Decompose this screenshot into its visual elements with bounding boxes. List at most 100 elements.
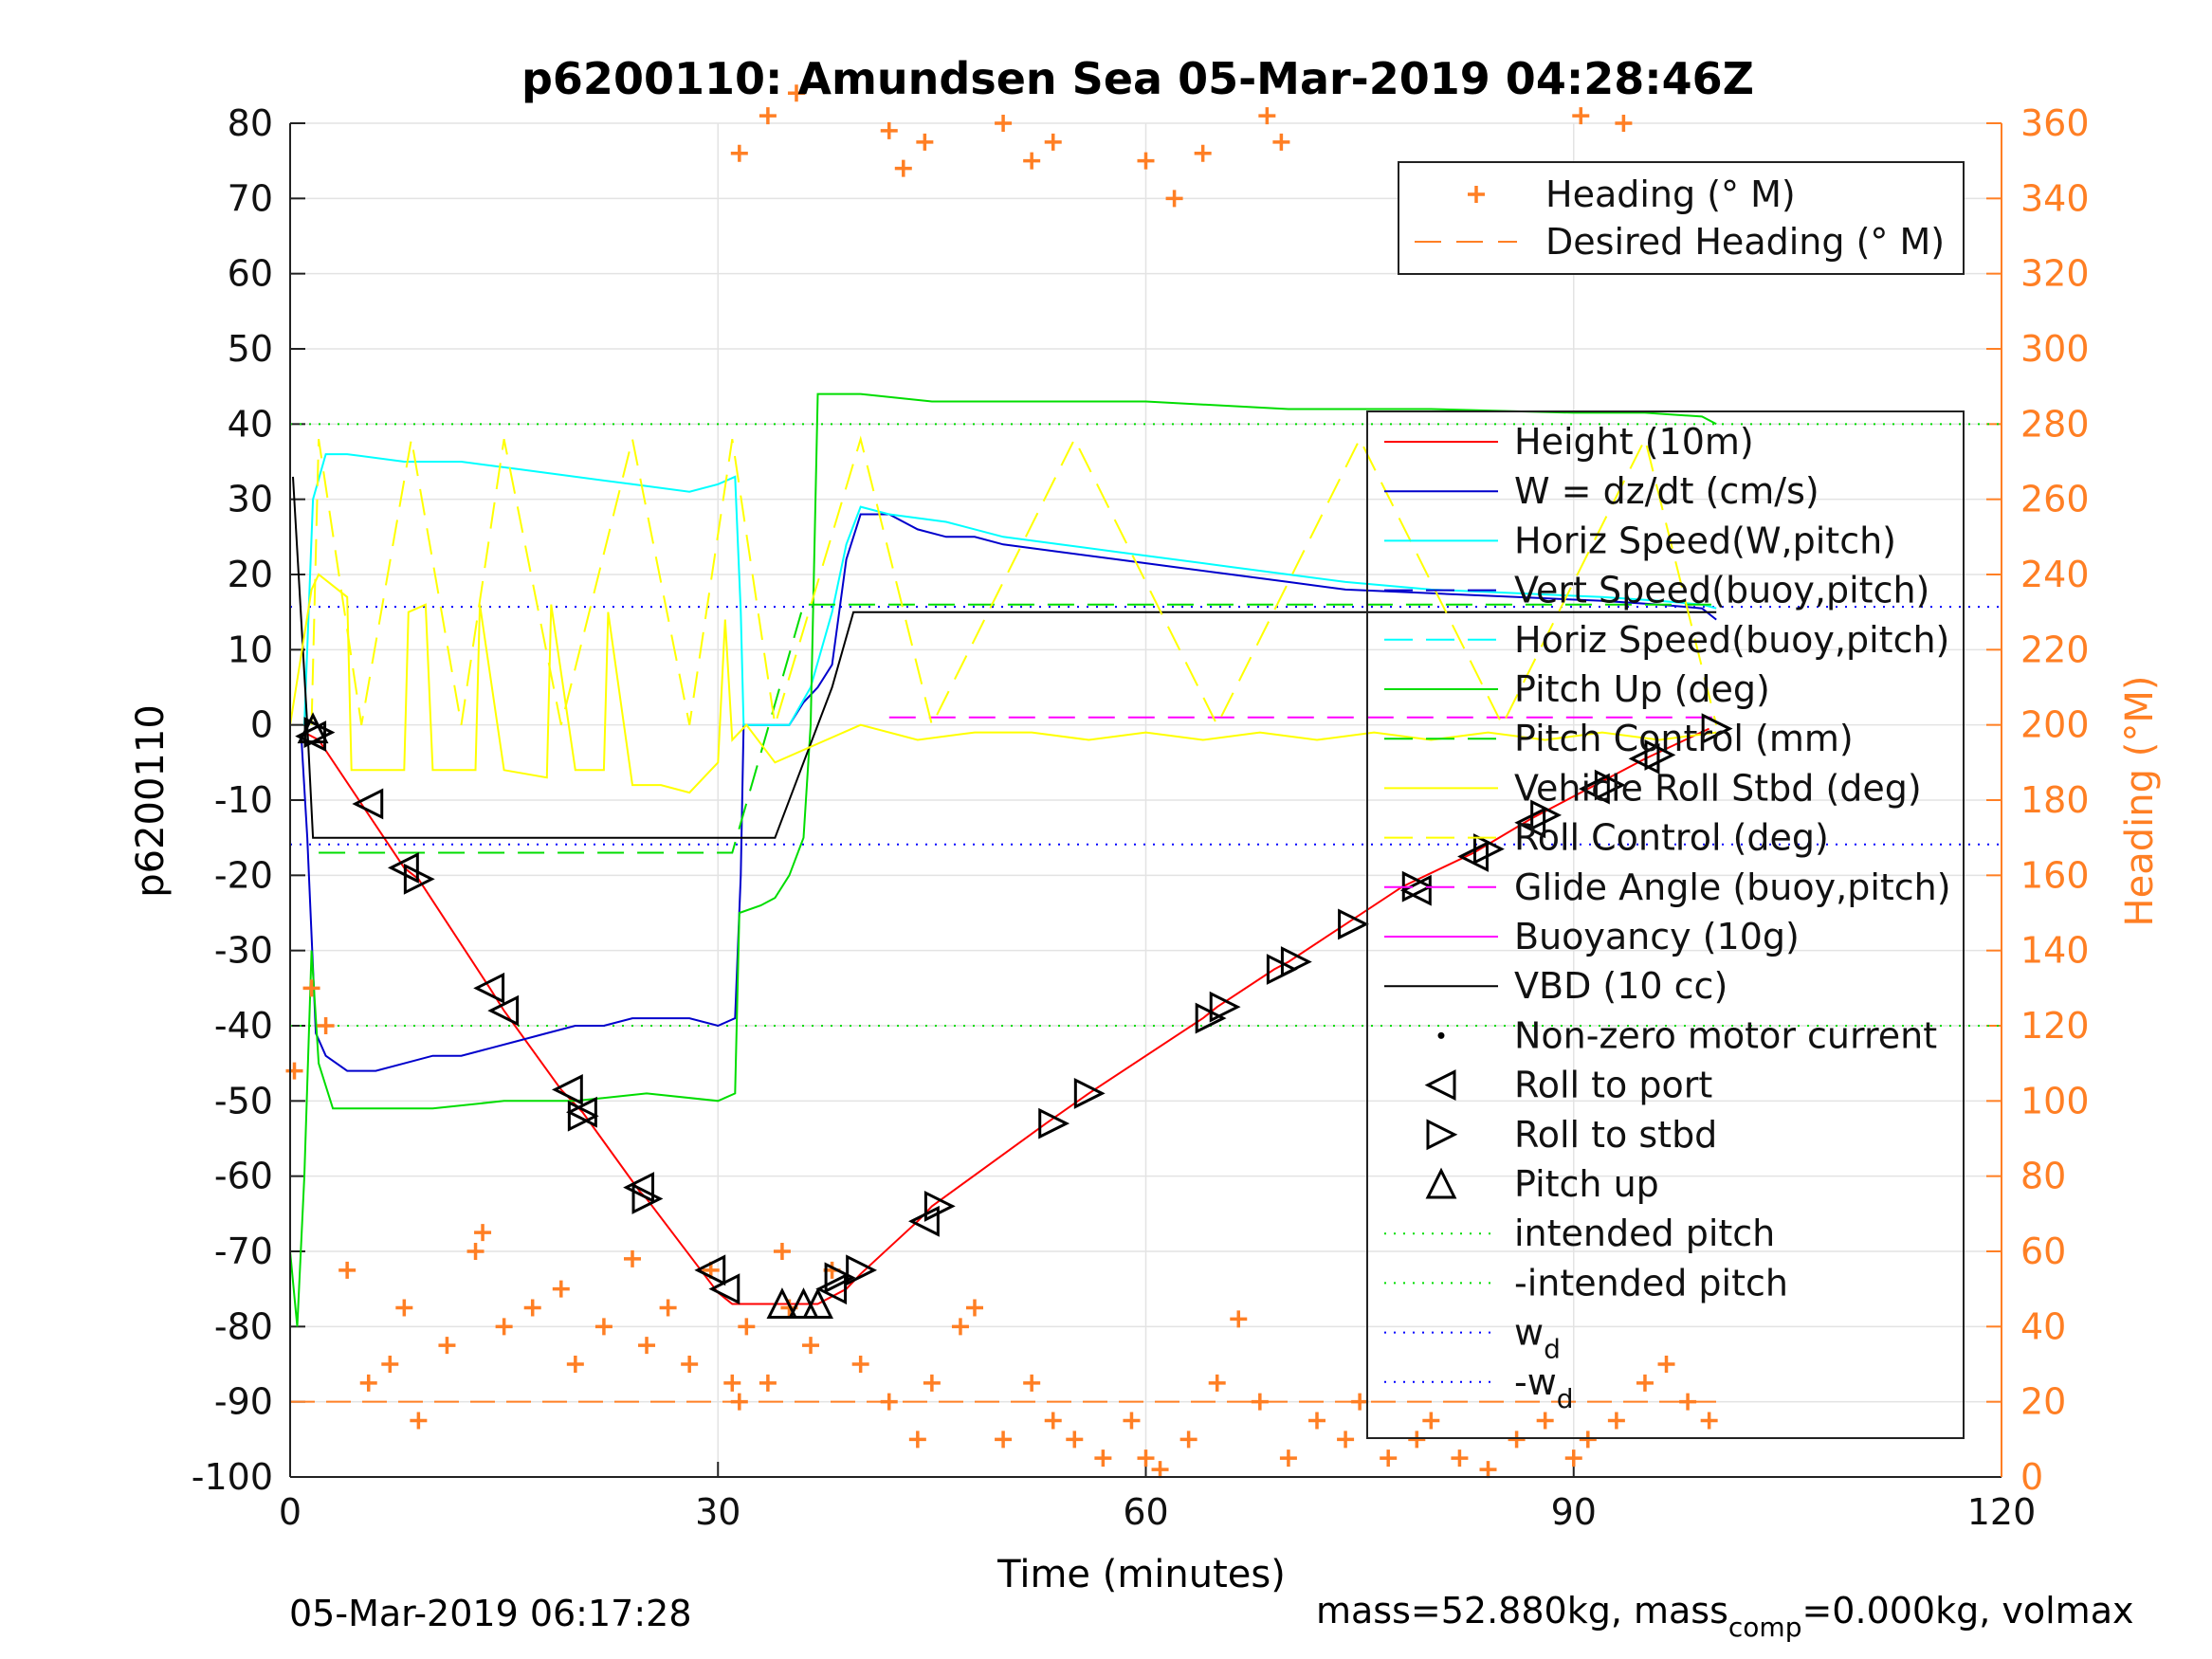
legend-label: Buoyancy (10g) [1514,916,1800,957]
heading-point [1272,133,1290,151]
roll-to-stbd-marker [1473,833,1505,865]
y-tick-label: 50 [228,328,273,370]
legend-label: Glide Angle (buoy,pitch) [1514,866,1951,908]
y-tick-label: 80 [228,102,273,144]
y2-tick-label: 220 [2020,629,2090,670]
legend-label: -intended pitch [1514,1262,1788,1304]
heading-point [1607,1412,1625,1430]
legend-label-sub: d [1544,1334,1561,1365]
y-tick-label: -30 [214,930,273,972]
roll-to-port-marker [694,1254,726,1286]
roll-to-stbd-marker [567,1100,599,1132]
roll-to-port-marker [473,972,505,1004]
heading-point [1023,152,1041,170]
roll-to-stbd-marker [1644,738,1676,771]
heading-legend-label: Heading (° M) [1545,173,1796,215]
legend-label: Height (10m) [1514,421,1754,463]
legend-roll-port-icon [1424,1069,1456,1102]
legend-label: wd [1514,1312,1561,1365]
heading-point [916,133,934,151]
roll-to-stbd-marker [631,1183,664,1214]
roll-to-stbd-marker [1530,799,1563,831]
heading-point [1208,1374,1226,1392]
y2-tick-label: 280 [2020,403,2090,445]
footer-timestamp: 05-Mar-2019 06:17:28 [289,1593,692,1634]
heading-point [730,144,748,162]
legend-label: -wd [1514,1361,1574,1414]
y2-axis-label: Heading (°M) [2118,676,2162,927]
footer-mass-part1: mass=52.880kg, mass [1316,1590,1728,1632]
heading-point [1094,1449,1112,1468]
series-heading-m [285,84,1718,1479]
footer-mass-info: mass=52.880kg, masscomp=0.000kg, volmax [1316,1590,2133,1643]
heading-point [1123,1412,1141,1430]
x-tick-label: 60 [1123,1491,1168,1533]
x-tick-label: 0 [279,1491,302,1533]
heading-point [894,159,912,177]
heading-point [1337,1431,1355,1449]
roll-to-port-marker [487,994,520,1027]
heading-point [1258,107,1276,125]
y2-tick-label: 160 [2020,854,2090,896]
x-tick-label: 30 [695,1491,740,1533]
heading-point [759,107,777,125]
legend-label: Roll to stbd [1514,1114,1717,1156]
y-tick-label: -80 [214,1305,273,1347]
heading-point [773,1243,791,1260]
heading-point [966,1299,983,1317]
y2-tick-label: 100 [2020,1080,2090,1121]
y-tick-label: 40 [228,403,273,445]
roll-to-stbd-marker [846,1254,878,1286]
roll-to-port-marker [551,1074,583,1105]
y2-tick-label: 60 [2020,1231,2066,1272]
heading-point [624,1249,641,1267]
main-legend-box [1366,410,1965,1439]
heading-point [1615,115,1633,132]
heading-point [851,1356,869,1373]
legend-label: VBD (10 cc) [1514,965,1728,1007]
y-tick-label: -50 [214,1080,273,1121]
heading-point [1564,1449,1582,1468]
heading-point [474,1224,492,1242]
heading-point [802,1337,820,1355]
heading-point [995,1431,1013,1449]
heading-point [1508,1431,1526,1449]
heading-point [759,1374,777,1392]
heading-point [1179,1431,1197,1449]
heading-point [1066,1431,1084,1449]
roll-to-stbd-marker [1594,769,1626,801]
heading-point [880,121,898,139]
heading-legend-label: Desired Heading (° M) [1545,221,1945,263]
heading-point [594,1318,612,1336]
heading-point [681,1356,699,1373]
heading-point [302,979,320,997]
heading-point [1657,1356,1675,1373]
heading-point [738,1318,756,1336]
heading-point [523,1299,541,1317]
heading-point [723,1374,741,1392]
heading-legend-plus-icon [1468,186,1485,203]
heading-point [1137,152,1155,170]
heading-point [1572,107,1590,125]
pitch-up-marker [297,712,329,744]
y2-tick-label: 320 [2020,253,2090,295]
heading-legend: Heading (° M) Desired Heading (° M) [1398,161,1965,275]
y-axis-tick-labels: 80 70 60 50 40 30 20 10 0 -10 -20 -30 -40 -50 -60 -70 -8… [192,102,273,1498]
y-tick-label: 60 [228,253,273,295]
heading-point [1165,190,1183,208]
x-tick-label: 120 [1967,1491,2037,1533]
y2-tick-label: 300 [2020,328,2090,370]
roll-to-stbd-marker [1701,713,1733,745]
heading-point [1579,1431,1597,1449]
legend-label: Non-zero motor current [1514,1014,1937,1056]
legend-label-main: -w [1514,1361,1557,1403]
y2-tick-label: 180 [2020,779,2090,821]
heading-point [1380,1449,1398,1468]
heading-point [1408,1431,1426,1449]
heading-point [1279,1449,1297,1468]
roll-to-stbd-marker [1280,946,1312,977]
heading-point [1194,144,1212,162]
heading-point [1251,1393,1269,1411]
legend-label: Vert Speed(buoy,pitch) [1514,570,1929,611]
y2-tick-label: 360 [2020,102,2090,144]
